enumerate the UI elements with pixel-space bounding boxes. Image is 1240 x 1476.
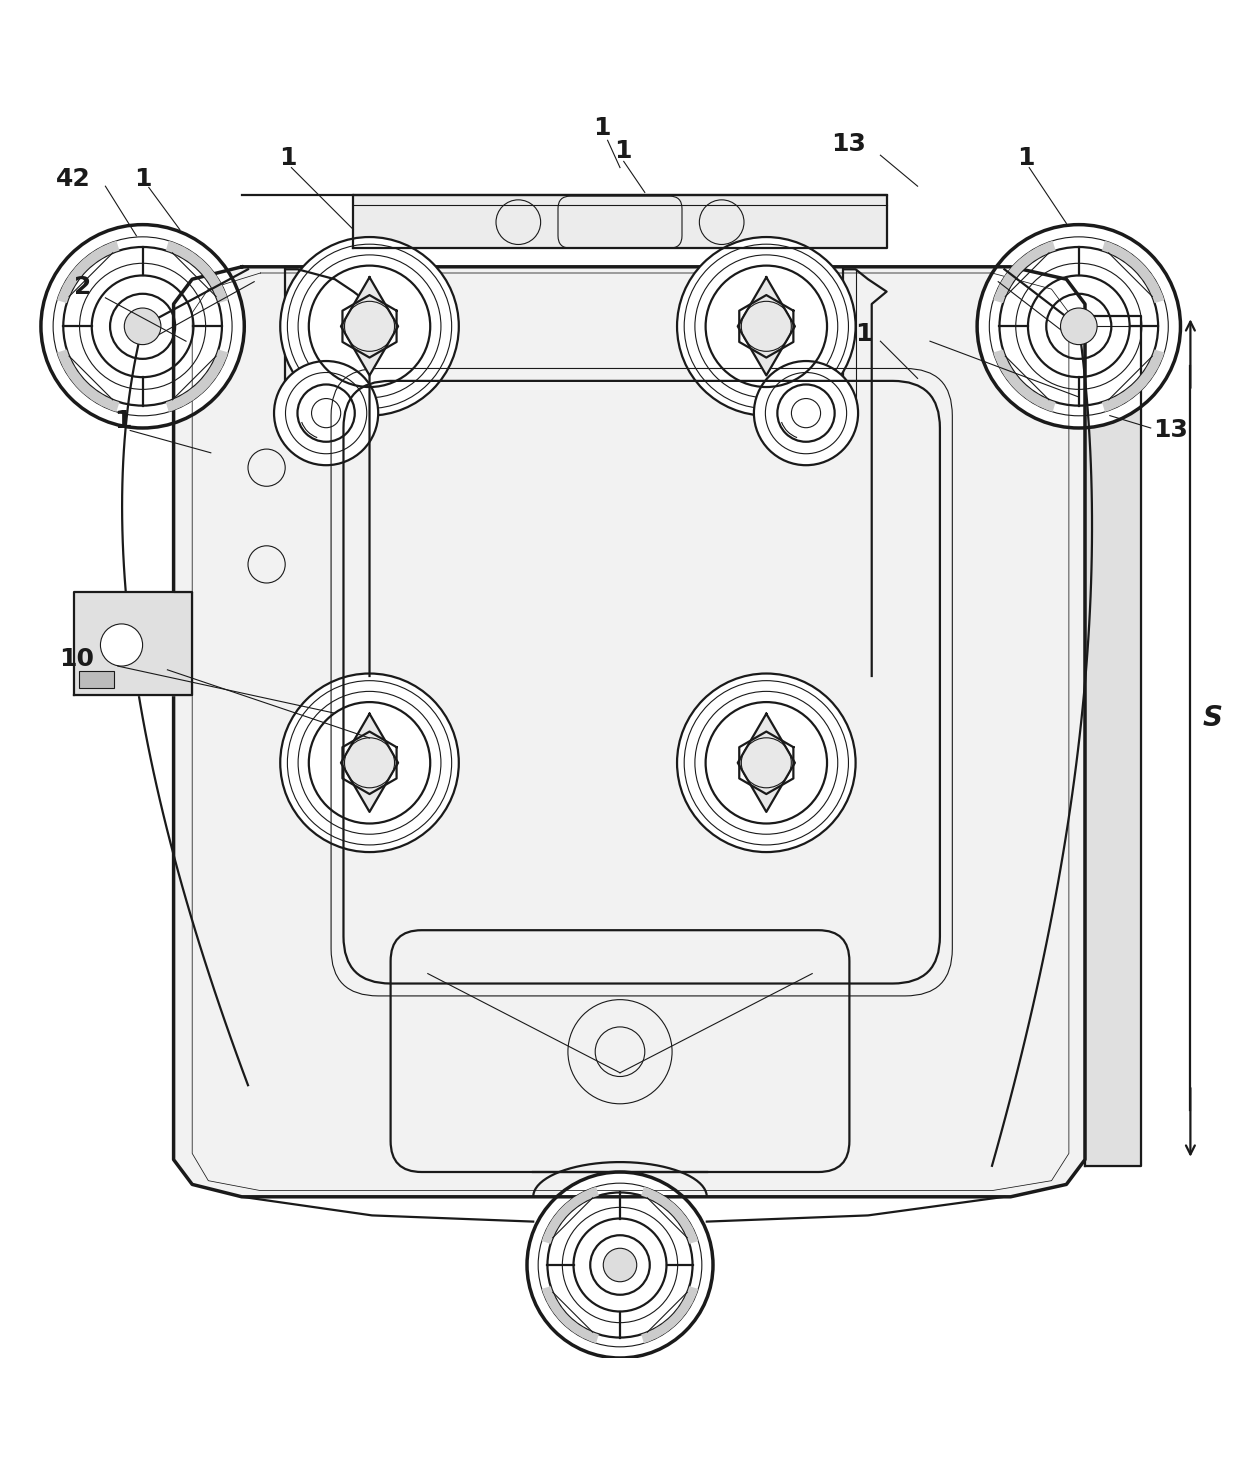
Circle shape (977, 224, 1180, 428)
Polygon shape (353, 195, 887, 248)
Polygon shape (74, 592, 192, 695)
FancyBboxPatch shape (79, 672, 114, 688)
Circle shape (280, 238, 459, 416)
Wedge shape (57, 350, 119, 412)
Circle shape (1060, 308, 1097, 344)
Text: 1: 1 (114, 409, 131, 432)
Wedge shape (166, 241, 228, 303)
Circle shape (124, 308, 161, 344)
Circle shape (754, 362, 858, 465)
Text: 13: 13 (1153, 418, 1188, 441)
Wedge shape (993, 350, 1055, 412)
Wedge shape (166, 350, 228, 412)
Text: 42: 42 (56, 167, 91, 192)
Circle shape (603, 1249, 637, 1281)
Circle shape (41, 224, 244, 428)
Polygon shape (341, 714, 398, 812)
Text: 1: 1 (134, 167, 151, 192)
Text: 13: 13 (831, 133, 866, 156)
Polygon shape (341, 277, 398, 375)
Text: S: S (1203, 704, 1223, 732)
Polygon shape (174, 267, 1085, 1197)
Wedge shape (641, 1286, 698, 1343)
Text: 1: 1 (593, 117, 610, 140)
Text: 10: 10 (60, 646, 94, 672)
Text: 2: 2 (74, 275, 92, 300)
Wedge shape (993, 241, 1055, 303)
Wedge shape (542, 1286, 599, 1343)
Polygon shape (738, 277, 795, 375)
Polygon shape (738, 714, 795, 812)
Text: 1: 1 (856, 322, 873, 347)
Polygon shape (1085, 316, 1141, 1166)
Circle shape (677, 238, 856, 416)
Circle shape (677, 673, 856, 852)
Text: 1: 1 (1017, 146, 1034, 170)
Text: 1: 1 (279, 146, 296, 170)
Circle shape (274, 362, 378, 465)
Wedge shape (57, 241, 119, 303)
Circle shape (280, 673, 459, 852)
Circle shape (100, 624, 143, 666)
Wedge shape (542, 1187, 599, 1244)
Wedge shape (1102, 241, 1164, 303)
Text: 1: 1 (614, 139, 631, 162)
Wedge shape (641, 1187, 698, 1244)
Wedge shape (1102, 350, 1164, 412)
Circle shape (527, 1172, 713, 1358)
